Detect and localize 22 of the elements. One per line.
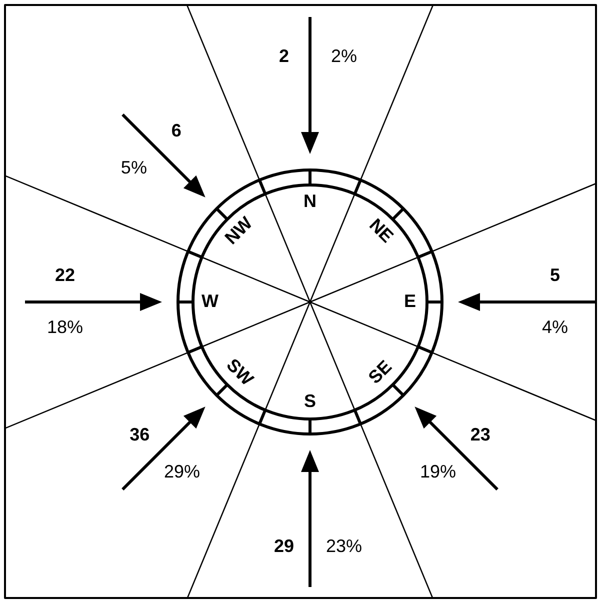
data-label: 4%	[542, 316, 568, 337]
data-label: 2	[278, 46, 290, 66]
category-label: E	[404, 290, 416, 311]
data-label: 5	[550, 264, 560, 285]
category-label: NW	[220, 212, 256, 248]
data-label: 29	[274, 536, 294, 556]
category-label: NE	[366, 214, 398, 246]
data-label: 19%	[420, 461, 456, 482]
data-label: 18%	[46, 316, 84, 337]
category-label: W	[202, 290, 218, 311]
category-label: SW	[222, 354, 258, 390]
data-label: 2%	[330, 46, 358, 66]
data-label: 22	[54, 264, 76, 285]
category-label: SE	[364, 356, 396, 388]
category-label: S	[304, 390, 316, 411]
category-label: N	[304, 190, 316, 211]
data-label: 36	[130, 424, 150, 445]
data-label: 6	[171, 120, 182, 141]
data-label: 5%	[120, 157, 147, 178]
data-label: 23%	[326, 536, 362, 556]
data-label: 23	[470, 424, 490, 445]
data-label: 29%	[164, 461, 200, 482]
